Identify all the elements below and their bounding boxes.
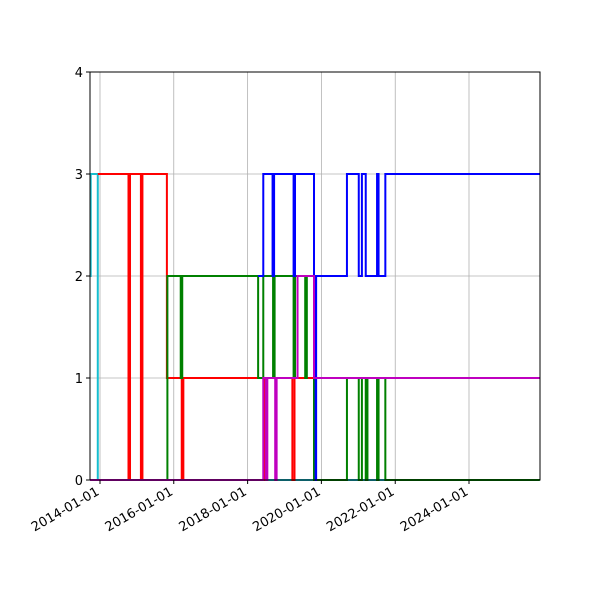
data-series [89,173,540,481]
series-red [97,173,540,481]
x-tick-label: 2014-01-01 [29,484,102,535]
series-green [166,275,540,481]
series-magenta [90,275,540,481]
x-tick-label: 2018-01-01 [177,484,250,535]
y-tick-label: 3 [75,168,83,183]
y-tick-label: 4 [75,66,83,81]
x-tick-label: 2022-01-01 [324,484,397,535]
x-tick-label: 2016-01-01 [103,484,176,535]
y-tick-label: 2 [75,270,83,285]
x-tick-label: 2024-01-01 [398,484,471,535]
y-tick-label: 0 [75,474,83,489]
x-tick-label: 2020-01-01 [250,484,323,535]
y-axis: 0 1 2 3 4 [75,66,90,489]
series-blue [258,173,540,481]
y-tick-label: 1 [75,372,83,387]
x-axis: 2014-01-01 2016-01-01 2018-01-01 2020-01-01… [29,480,471,535]
